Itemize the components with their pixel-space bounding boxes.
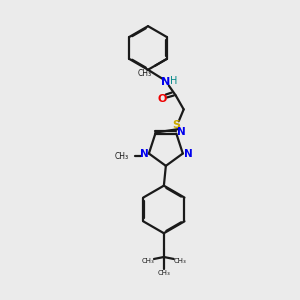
Text: CH₃: CH₃ xyxy=(158,270,170,276)
Text: S: S xyxy=(172,120,180,130)
Text: CH₃: CH₃ xyxy=(173,258,186,264)
Text: CH₃: CH₃ xyxy=(138,69,152,78)
Text: H: H xyxy=(170,76,178,85)
Text: CH₃: CH₃ xyxy=(142,258,154,264)
Text: N: N xyxy=(161,76,170,87)
Text: N: N xyxy=(177,127,186,136)
Text: N: N xyxy=(140,148,148,158)
Text: O: O xyxy=(157,94,167,104)
Text: CH₃: CH₃ xyxy=(115,152,129,161)
Text: N: N xyxy=(184,148,193,158)
